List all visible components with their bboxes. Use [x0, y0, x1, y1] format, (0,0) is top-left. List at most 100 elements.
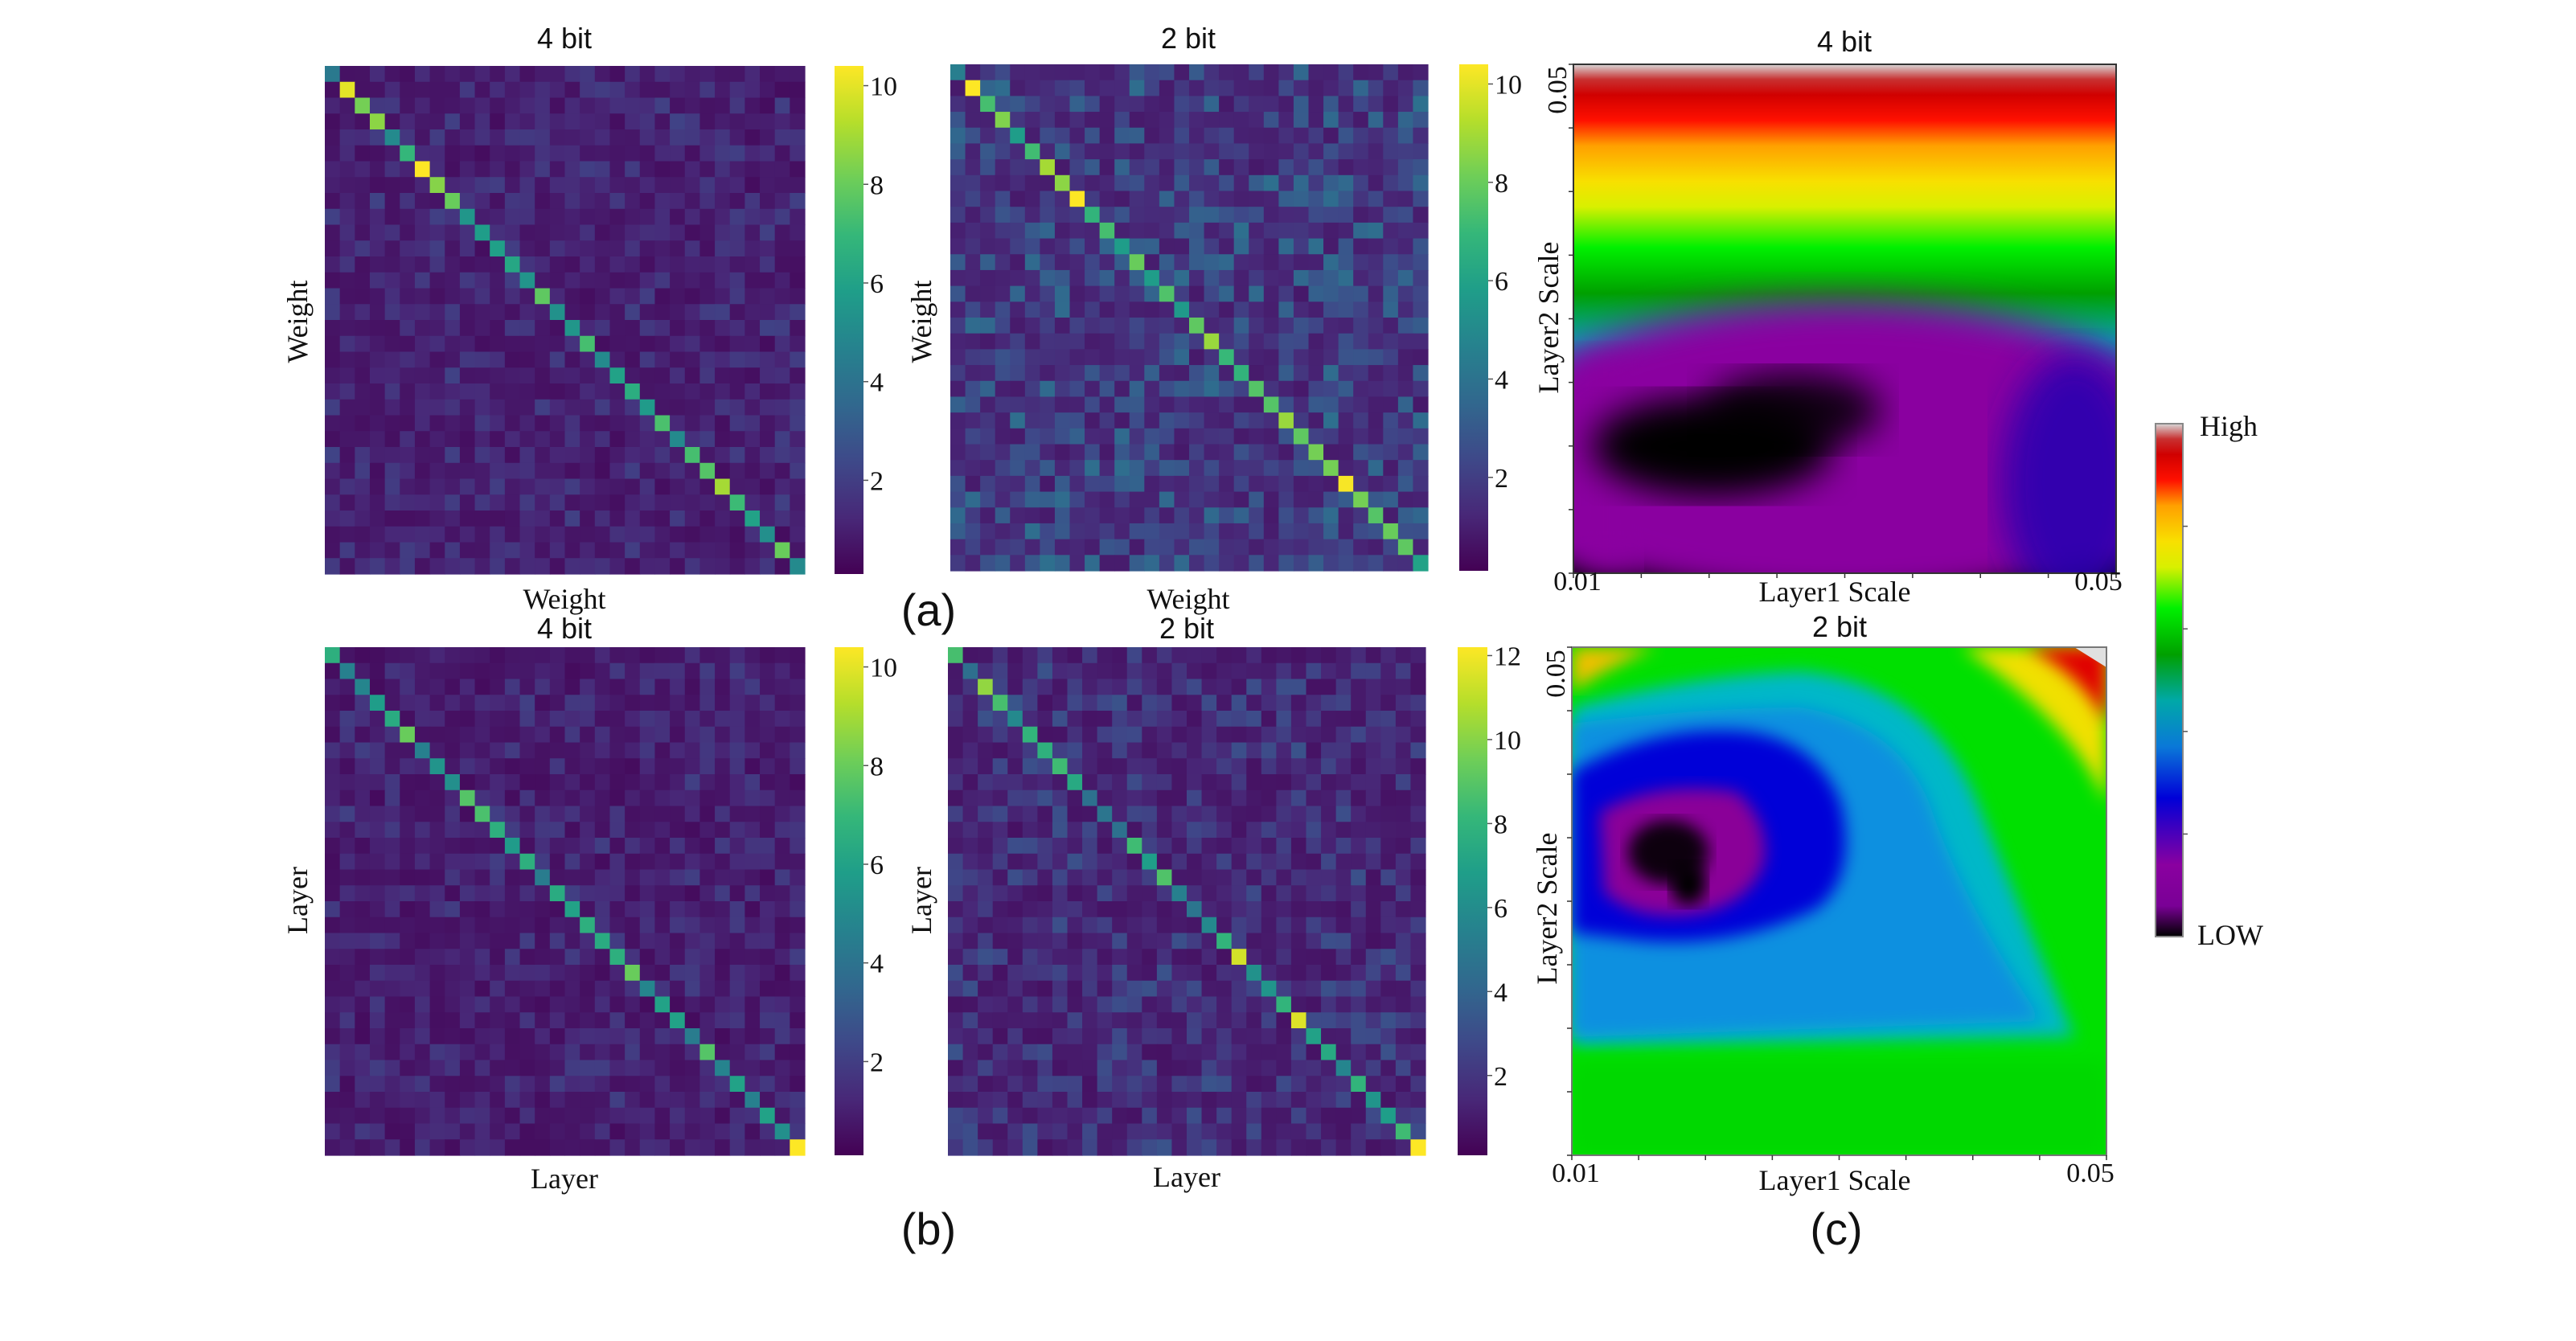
heatmap-cell [1007, 742, 1023, 759]
heatmap-cell [684, 256, 701, 273]
heatmap-cell [1024, 460, 1040, 477]
heatmap-cell [429, 161, 445, 178]
heatmap-cell [580, 431, 596, 448]
heatmap-cell [1159, 207, 1175, 224]
heatmap-cell [1052, 980, 1069, 998]
heatmap-cell-diagonal [625, 383, 641, 400]
heatmap-cell [369, 193, 386, 210]
heatmap-cell [1040, 191, 1056, 207]
heatmap-cell [1187, 853, 1203, 871]
heatmap-cell [978, 662, 994, 680]
heatmap-cell [1114, 349, 1130, 366]
heatmap-cell [962, 996, 978, 1013]
heatmap-cell [459, 853, 476, 871]
heatmap-cell [760, 742, 776, 759]
heatmap-cell [1037, 869, 1053, 886]
heatmap-cell [962, 789, 978, 807]
heatmap-cell [729, 288, 745, 305]
heatmap-cell [519, 711, 535, 728]
heatmap-cell [1204, 207, 1220, 224]
heatmap-cell [790, 869, 806, 886]
heatmap-cell [625, 679, 641, 695]
heatmap-cell [1201, 742, 1217, 759]
heatmap-cell [790, 66, 806, 83]
heatmap-cell [400, 885, 416, 902]
heatmap-cell [355, 662, 371, 680]
heatmap-cell-diagonal [369, 695, 386, 712]
blue-edge-region [2002, 354, 2116, 573]
heatmap-cell [1126, 1107, 1142, 1125]
heatmap-cell [519, 431, 535, 448]
heatmap-cell [684, 742, 701, 759]
heatmap-cell [384, 853, 400, 871]
heatmap-cell [594, 256, 611, 273]
heatmap-cell [1037, 838, 1053, 855]
heatmap-cell [774, 933, 790, 949]
heatmap-cell [1219, 174, 1235, 192]
heatmap-cell [760, 447, 776, 464]
heatmap-cell [355, 901, 371, 918]
heatmap-cell [639, 726, 656, 744]
heatmap-cell [400, 256, 416, 273]
heatmap-cell [580, 980, 596, 998]
heatmap-cell [564, 542, 580, 559]
heatmap-cell [1293, 143, 1310, 160]
heatmap-cell [1114, 207, 1130, 224]
heatmap-cell [992, 1076, 1008, 1093]
heatmap-cell [1010, 523, 1026, 540]
heatmap-cell [992, 1107, 1008, 1125]
heatmap-cell [1233, 428, 1249, 445]
heatmap-cell [1067, 838, 1083, 855]
heatmap-cell [1308, 127, 1324, 145]
heatmap-cell [1395, 806, 1412, 822]
heatmap-cell [339, 965, 355, 982]
heatmap-cell [594, 885, 611, 902]
heatmap-cell [684, 822, 701, 839]
heatmap-cell [1306, 1060, 1322, 1076]
heatmap-cell [355, 1044, 371, 1061]
heatmap-cell [684, 240, 701, 257]
heatmap-cell [729, 774, 745, 791]
heatmap-cell [948, 662, 964, 680]
heatmap-cell [774, 838, 790, 855]
heatmap-cell [355, 447, 371, 464]
heatmap-cell [715, 558, 731, 575]
heatmap-cell [1351, 885, 1367, 902]
heatmap-cell [729, 415, 745, 432]
heatmap-cell [369, 711, 386, 728]
heatmap-cell [980, 396, 996, 413]
heatmap-cell [1293, 207, 1310, 224]
heatmap-cell [760, 335, 776, 353]
heatmap-cell [1097, 1092, 1113, 1109]
heatmap-cell [490, 838, 506, 855]
heatmap-cell [490, 478, 506, 495]
heatmap-cell [1189, 285, 1205, 302]
heatmap-cell [1052, 806, 1069, 822]
heatmap-cell [699, 431, 716, 448]
heatmap-cell [670, 806, 686, 822]
heatmap-cell [1306, 838, 1322, 855]
heatmap-cell [1249, 428, 1265, 445]
heatmap-cell [1010, 349, 1026, 366]
heatmap-cell [654, 980, 671, 998]
heatmap-cell [474, 647, 490, 664]
heatmap-cell-diagonal [625, 965, 641, 982]
heatmap-cell [1380, 1060, 1397, 1076]
heatmap-cell [699, 129, 716, 146]
heatmap-cell [774, 240, 790, 257]
heatmap-cell [1067, 1107, 1083, 1125]
heatmap-cell [948, 1123, 964, 1140]
heatmap-cell [1249, 238, 1265, 255]
heatmap-cell [1353, 428, 1369, 445]
heatmap-cell [980, 428, 996, 445]
heatmap-cell [699, 256, 716, 273]
heatmap-cell [980, 143, 996, 160]
heatmap-cell [519, 965, 535, 982]
heatmap-cell [1126, 1060, 1142, 1076]
heatmap-cell [1156, 789, 1173, 807]
heatmap-cell [490, 542, 506, 559]
heatmap-cell [535, 838, 551, 855]
heatmap-cell [1024, 444, 1040, 461]
heatmap-cell [535, 193, 551, 210]
heatmap-cell [1144, 491, 1160, 508]
